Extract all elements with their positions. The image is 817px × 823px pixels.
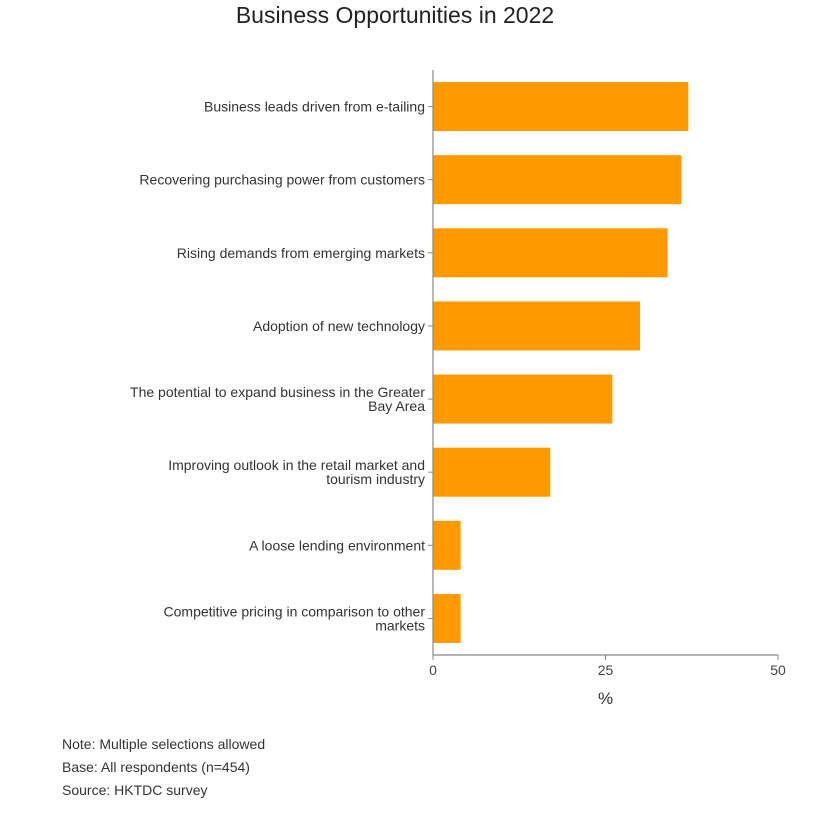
bar-1 bbox=[433, 82, 689, 132]
chart-title: Business Opportunities in 2022 bbox=[235, 2, 555, 28]
category-label-line: The potential to expand business in the … bbox=[130, 384, 425, 400]
base-text: Base: All respondents (n=454) bbox=[62, 759, 250, 775]
category-label-6: Improving outlook in the retail market a… bbox=[168, 457, 425, 487]
category-label-line: Improving outlook in the retail market a… bbox=[168, 457, 425, 473]
category-label-3: Rising demands from emerging markets bbox=[177, 245, 425, 261]
category-label-7: A loose lending environment bbox=[249, 537, 425, 553]
category-label-line: Recovering purchasing power from custome… bbox=[139, 172, 425, 188]
category-label-line: Adoption of new technology bbox=[253, 318, 425, 334]
bar-3 bbox=[433, 228, 668, 278]
category-label-1: Business leads driven from e-tailing bbox=[204, 99, 425, 115]
category-label-2: Recovering purchasing power from custome… bbox=[139, 172, 425, 188]
category-label-line: tourism industry bbox=[326, 471, 425, 487]
category-label-5: The potential to expand business in the … bbox=[130, 384, 425, 414]
x-tick-label-50: 50 bbox=[770, 662, 786, 678]
category-label-line: Business leads driven from e-tailing bbox=[204, 99, 425, 115]
bar-5 bbox=[433, 374, 613, 424]
category-label-line: Rising demands from emerging markets bbox=[177, 245, 425, 261]
bars-group bbox=[433, 82, 689, 643]
category-label-line: markets bbox=[375, 617, 425, 633]
bar-2 bbox=[433, 155, 682, 205]
category-labels: Business leads driven from e-tailing Reco… bbox=[130, 99, 425, 634]
x-tick-label-0: 0 bbox=[429, 662, 437, 678]
note-text: Note: Multiple selections allowed bbox=[62, 736, 266, 752]
footnotes: Note: Multiple selections allowed Base: … bbox=[62, 733, 265, 802]
category-label-line: A loose lending environment bbox=[249, 537, 425, 553]
category-label-line: Bay Area bbox=[368, 398, 425, 414]
category-label-8: Competitive pricing in comparison to oth… bbox=[164, 603, 426, 633]
bar-7 bbox=[433, 520, 461, 570]
x-axis-title: % bbox=[598, 689, 613, 708]
category-label-4: Adoption of new technology bbox=[253, 318, 425, 334]
x-tick-label-25: 25 bbox=[598, 662, 614, 678]
bar-4 bbox=[433, 301, 640, 351]
bar-6 bbox=[433, 447, 551, 497]
bar-8 bbox=[433, 593, 461, 643]
axes: 0 25 50 bbox=[428, 70, 786, 678]
source-text: Source: HKTDC survey bbox=[62, 782, 208, 798]
category-label-line: Competitive pricing in comparison to oth… bbox=[164, 603, 426, 619]
